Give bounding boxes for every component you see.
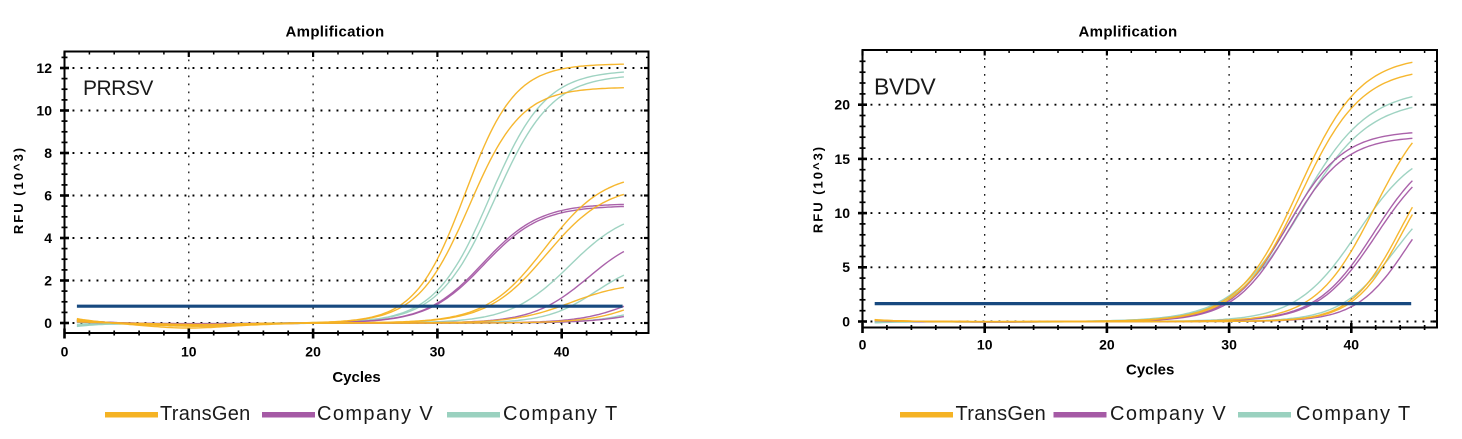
svg-text:0: 0: [859, 337, 867, 353]
svg-text:RFU (10^3): RFU (10^3): [11, 146, 26, 234]
svg-text:40: 40: [1344, 337, 1360, 353]
svg-text:6: 6: [44, 187, 52, 203]
svg-text:12: 12: [36, 60, 52, 76]
svg-text:TransGen: TransGen: [160, 403, 251, 425]
svg-text:BVDV: BVDV: [874, 74, 936, 100]
svg-text:30: 30: [430, 344, 446, 360]
svg-text:15: 15: [834, 151, 850, 167]
svg-text:Company V: Company V: [317, 403, 434, 425]
svg-text:20: 20: [834, 97, 850, 113]
svg-text:5: 5: [842, 259, 850, 275]
svg-text:Cycles: Cycles: [332, 369, 380, 386]
svg-text:0: 0: [44, 315, 52, 331]
svg-text:10: 10: [181, 344, 197, 360]
svg-text:10: 10: [977, 337, 993, 353]
svg-text:40: 40: [554, 344, 570, 360]
svg-text:10: 10: [36, 102, 52, 118]
svg-text:20: 20: [1099, 337, 1115, 353]
svg-text:Company T: Company T: [503, 403, 619, 425]
svg-text:20: 20: [305, 344, 321, 360]
svg-text:8: 8: [44, 145, 52, 161]
svg-text:Amplification: Amplification: [1079, 24, 1178, 41]
svg-text:Amplification: Amplification: [286, 24, 385, 41]
svg-text:PRRSV: PRRSV: [83, 77, 153, 100]
svg-text:4: 4: [44, 230, 52, 246]
svg-text:0: 0: [842, 313, 850, 329]
svg-text:TransGen: TransGen: [956, 403, 1047, 425]
svg-text:0: 0: [61, 344, 69, 360]
svg-text:2: 2: [44, 272, 52, 288]
svg-text:Company V: Company V: [1110, 403, 1227, 425]
svg-text:RFU (10^3): RFU (10^3): [811, 145, 826, 233]
svg-text:Company T: Company T: [1296, 403, 1412, 425]
svg-text:30: 30: [1221, 337, 1237, 353]
svg-text:10: 10: [834, 205, 850, 221]
svg-text:Cycles: Cycles: [1126, 362, 1174, 379]
